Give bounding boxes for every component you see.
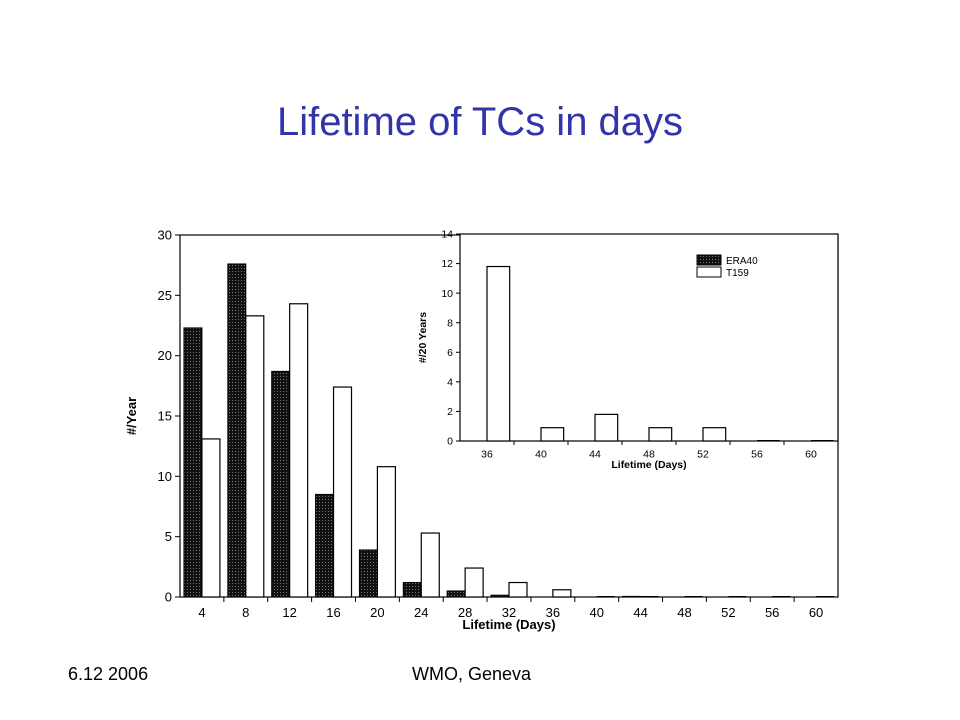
x-tick-label: 48 <box>677 605 691 620</box>
y-tick-label: 5 <box>165 529 172 544</box>
bar-t159 <box>245 315 265 598</box>
bar-t159 <box>201 438 221 598</box>
footer-place: WMO, Geneva <box>412 664 532 684</box>
x-tick-label: 28 <box>458 605 472 620</box>
y-tick-label: 12 <box>441 258 453 270</box>
bar-era40 <box>358 549 378 598</box>
bar-t159 <box>376 466 396 598</box>
plot-frame <box>459 233 839 442</box>
y-tick-label: 0 <box>447 436 453 448</box>
legend-swatch-t159 <box>696 266 722 278</box>
bar-era40 <box>402 582 422 598</box>
y-tick-label: 4 <box>447 377 453 389</box>
legend-label-t159: T159 <box>726 268 749 279</box>
bar-era40 <box>622 595 642 598</box>
y-axis-label: #/20 Years <box>417 312 429 363</box>
bar-t159 <box>464 567 484 598</box>
y-tick-label: 15 <box>158 409 172 424</box>
y-tick-label: 14 <box>441 229 453 241</box>
bar-t159 <box>648 427 673 442</box>
x-tick-label: 44 <box>633 605 647 620</box>
bar-era40 <box>446 590 466 598</box>
bar-t159 <box>552 589 572 598</box>
bar-t159 <box>508 581 528 598</box>
y-tick-label: 20 <box>158 348 172 363</box>
y-tick-label: 6 <box>447 347 453 359</box>
slide-title: Lifetime of TCs in days <box>276 100 684 144</box>
y-tick-label: 10 <box>158 469 172 484</box>
y-axis-label: #/Year <box>124 397 139 435</box>
y-tick-label: 25 <box>158 288 172 303</box>
bar-era40 <box>227 263 247 598</box>
legend-label-era40: ERA40 <box>726 256 758 267</box>
bar-t159 <box>540 427 565 442</box>
y-tick-label: 2 <box>447 406 453 418</box>
bar-t159 <box>420 532 440 598</box>
x-axis-label: Lifetime (Days) <box>611 459 686 471</box>
x-tick-label: 40 <box>589 605 603 620</box>
bar-t159 <box>289 303 309 598</box>
x-tick-label: 8 <box>242 605 249 620</box>
x-tick-label: 56 <box>751 449 763 461</box>
y-tick-label: 0 <box>165 590 172 605</box>
x-tick-label: 24 <box>414 605 428 620</box>
x-tick-label: 60 <box>805 449 817 461</box>
x-tick-label: 4 <box>198 605 205 620</box>
x-tick-label: 56 <box>765 605 779 620</box>
x-tick-label: 16 <box>326 605 340 620</box>
bar-t159 <box>486 265 511 442</box>
legend-swatch-era40 <box>696 254 722 266</box>
footer-date: 6.12 2006 <box>68 664 149 684</box>
bar-era40 <box>490 594 510 598</box>
bar-t159 <box>332 386 353 598</box>
x-tick-label: 52 <box>721 605 735 620</box>
bar-era40 <box>315 493 335 598</box>
x-tick-label: 60 <box>809 605 823 620</box>
y-tick-label: 8 <box>447 317 453 329</box>
bar-era40 <box>271 370 291 598</box>
x-tick-label: 36 <box>546 605 560 620</box>
y-tick-label: 30 <box>158 228 172 243</box>
x-tick-label: 52 <box>697 449 709 461</box>
bar-t159 <box>594 413 619 442</box>
x-tick-label: 36 <box>481 449 493 461</box>
y-tick-label: 10 <box>441 288 453 300</box>
inset-chart: 0 2 4 6 8 10 12 14 36 40 44 48 52 56 60 Lifetime (Days)… <box>417 229 839 471</box>
x-tick-label: 40 <box>535 449 547 461</box>
x-axis-label: Lifetime (Days) <box>462 617 555 632</box>
x-tick-label: 48 <box>643 449 655 461</box>
bar-era40 <box>183 327 203 598</box>
x-tick-label: 12 <box>282 605 296 620</box>
x-tick-label: 20 <box>370 605 384 620</box>
x-tick-label: 32 <box>502 605 516 620</box>
bar-t159 <box>702 427 727 442</box>
x-tick-label: 44 <box>589 449 601 461</box>
